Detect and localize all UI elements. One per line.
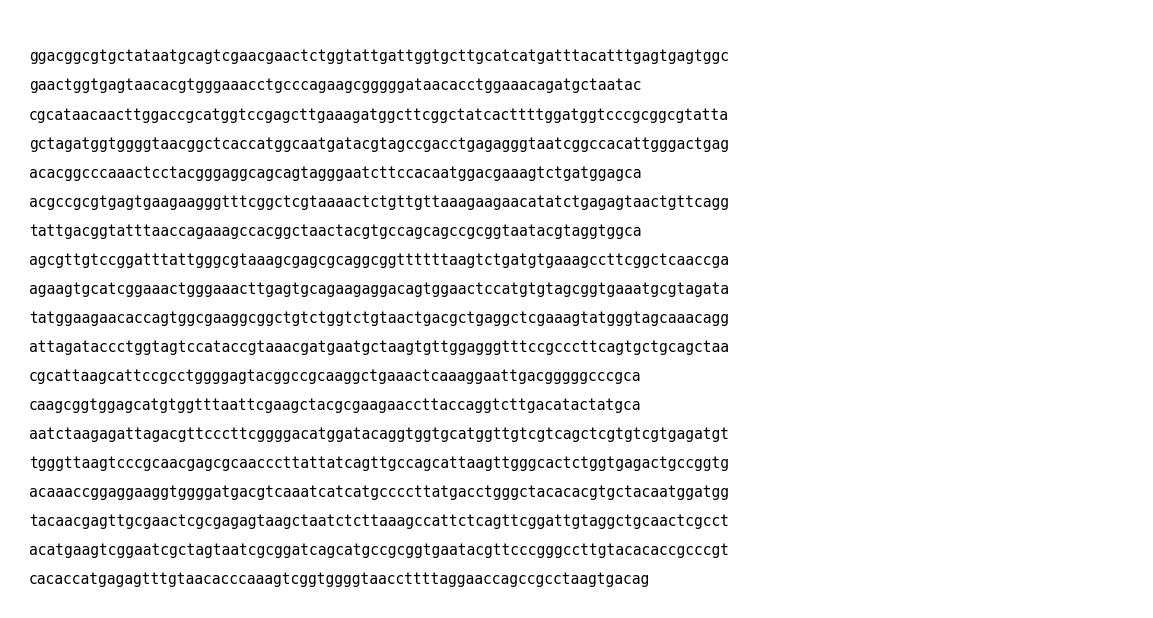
Text: tattgacggtatttaaccagaaagccacggctaactacgtgccagcagccgcggtaatacgtaggtggca: tattgacggtatttaaccagaaagccacggctaactacgt… xyxy=(29,224,641,239)
Text: acgccgcgtgagtgaagaagggtttcggctcgtaaaactctgttgttaaagaagaacatatctgagagtaactgttcagg: acgccgcgtgagtgaagaagggtttcggctcgtaaaactc… xyxy=(29,195,729,210)
Text: agcgttgtccggatttattgggcgtaaagcgagcgcaggcggttttttaagtctgatgtgaaagccttcggctcaaccga: agcgttgtccggatttattgggcgtaaagcgagcgcaggc… xyxy=(29,253,729,268)
Text: acacggcccaaactcctacgggaggcagcagtagggaatcttccacaatggacgaaagtctgatggagca: acacggcccaaactcctacgggaggcagcagtagggaatc… xyxy=(29,166,641,180)
Text: tacaacgagttgcgaactcgcgagagtaagctaatctcttaaagccattctcagttcggattgtaggctgcaactcgcct: tacaacgagttgcgaactcgcgagagtaagctaatctctt… xyxy=(29,514,729,529)
Text: acaaaccggaggaaggtggggatgacgtcaaatcatcatgccccttatgacctgggctacacacgtgctacaatggatgg: acaaaccggaggaaggtggggatgacgtcaaatcatcatg… xyxy=(29,485,729,500)
Text: cgcataacaacttggaccgcatggtccgagcttgaaagatggcttcggctatcacttttggatggtcccgcggcgtatta: cgcataacaacttggaccgcatggtccgagcttgaaagat… xyxy=(29,108,729,122)
Text: acatgaagtcggaatcgctagtaatcgcggatcagcatgccgcggtgaatacgttcccgggccttgtacacaccgcccgt: acatgaagtcggaatcgctagtaatcgcggatcagcatgc… xyxy=(29,543,729,558)
Text: cgcattaagcattccgcctggggagtacggccgcaaggctgaaactcaaaggaattgacgggggcccgca: cgcattaagcattccgcctggggagtacggccgcaaggct… xyxy=(29,369,641,384)
Text: gctagatggtggggtaacggctcaccatggcaatgatacgtagccgacctgagagggtaatcggccacattgggactgag: gctagatggtggggtaacggctcaccatggcaatgatacg… xyxy=(29,137,729,151)
Text: ggacggcgtgctataatgcagtcgaacgaactctggtattgattggtgcttgcatcatgatttacatttgagtgagtggc: ggacggcgtgctataatgcagtcgaacgaactctggtatt… xyxy=(29,49,729,64)
Text: cacaccatgagagtttgtaacacccaaagtcggtggggtaaccttttaggaaccagccgcctaagtgacag: cacaccatgagagtttgtaacacccaaagtcggtggggta… xyxy=(29,572,650,587)
Text: tatggaagaacaccagtggcgaaggcggctgtctggtctgtaactgacgctgaggctcgaaagtatgggtagcaaacagg: tatggaagaacaccagtggcgaaggcggctgtctggtctg… xyxy=(29,311,729,326)
Text: agaagtgcatcggaaactgggaaacttgagtgcagaagaggacagtggaactccatgtgtagcggtgaaatgcgtagata: agaagtgcatcggaaactgggaaacttgagtgcagaagag… xyxy=(29,282,729,297)
Text: gaactggtgagtaacacgtgggaaacctgcccagaagcgggggataacacctggaaacagatgctaatac: gaactggtgagtaacacgtgggaaacctgcccagaagcgg… xyxy=(29,78,641,93)
Text: caagcggtggagcatgtggtttaattcgaagctacgcgaagaaccttaccaggtcttgacatactatgca: caagcggtggagcatgtggtttaattcgaagctacgcgaa… xyxy=(29,398,641,413)
Text: attagataccctggtagtccataccgtaaacgatgaatgctaagtgttggagggtttccgcccttcagtgctgcagctaa: attagataccctggtagtccataccgtaaacgatgaatgc… xyxy=(29,340,729,355)
Text: aatctaagagattagacgttcccttcggggacatggatacaggtggtgcatggttgtcgtcagctcgtgtcgtgagatgt: aatctaagagattagacgttcccttcggggacatggatac… xyxy=(29,427,729,442)
Text: tgggttaagtcccgcaacgagcgcaacccttattatcagttgccagcattaagttgggcactctggtgagactgccggtg: tgggttaagtcccgcaacgagcgcaacccttattatcagt… xyxy=(29,456,729,471)
